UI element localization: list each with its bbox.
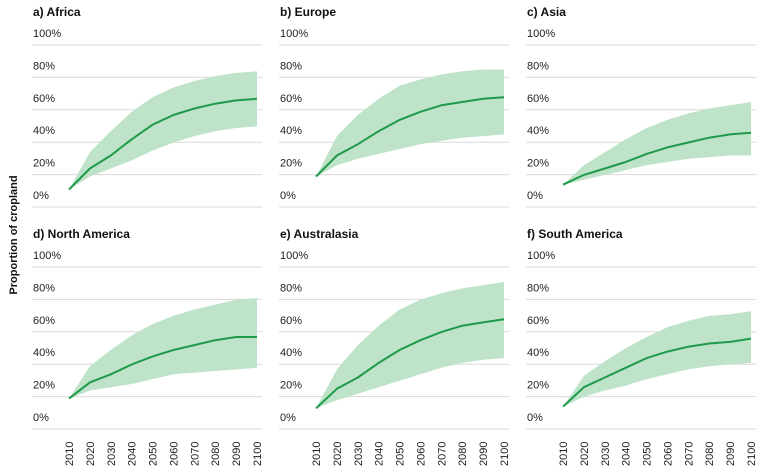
x-tick-label: 2070 bbox=[683, 442, 695, 466]
y-tick-label: 20% bbox=[33, 158, 55, 170]
panel-2: b) Europe 0% 20% 40% 60% 80% 100% bbox=[279, 5, 509, 208]
x-tick-label: 2030 bbox=[106, 442, 118, 466]
y-tick-label: 100% bbox=[527, 28, 555, 40]
panel-title: e) Australasia bbox=[280, 227, 359, 241]
y-tick-label: 20% bbox=[33, 380, 55, 392]
uncertainty-band bbox=[69, 71, 257, 190]
panel-3: c) Asia 0% 20% 40% 60% 80% 100% bbox=[526, 5, 756, 208]
x-tick-label: 2010 bbox=[64, 442, 76, 466]
y-tick-label: 0% bbox=[527, 190, 543, 202]
y-tick-label: 80% bbox=[33, 60, 55, 72]
x-tick-label: 2090 bbox=[231, 442, 243, 466]
x-tick-label: 2050 bbox=[148, 442, 160, 466]
x-tick-label: 2100 bbox=[252, 442, 264, 466]
y-tick-label: 60% bbox=[280, 315, 302, 327]
x-tick-label: 2090 bbox=[725, 442, 737, 466]
median-line bbox=[562, 131, 752, 186]
x-tick-label: 2070 bbox=[189, 442, 201, 466]
panel-5: e) Australasia 0% 20% 40% 60% 80% 100% 2010 2020… bbox=[279, 227, 511, 466]
y-axis-label: Proportion of cropland bbox=[8, 175, 20, 294]
x-tick-label: 2030 bbox=[600, 442, 612, 466]
y-tick-label: 20% bbox=[527, 380, 549, 392]
y-tick-label: 100% bbox=[280, 28, 308, 40]
y-tick-label: 80% bbox=[280, 282, 302, 294]
y-tick-label: 0% bbox=[33, 190, 49, 202]
x-tick-label: 2080 bbox=[210, 442, 222, 466]
y-tick-label: 100% bbox=[527, 250, 555, 262]
x-tick-label: 2020 bbox=[85, 442, 97, 466]
y-tick-label: 60% bbox=[33, 93, 55, 105]
y-tick-label: 20% bbox=[527, 158, 549, 170]
x-tick-label: 2080 bbox=[704, 442, 716, 466]
y-tick-label: 0% bbox=[280, 190, 296, 202]
x-tick-label: 2050 bbox=[642, 442, 654, 466]
y-tick-label: 60% bbox=[527, 315, 549, 327]
panel-title: b) Europe bbox=[280, 5, 336, 19]
panel-title: d) North America bbox=[33, 227, 130, 241]
uncertainty-band bbox=[563, 102, 751, 185]
y-tick-label: 0% bbox=[33, 412, 49, 424]
x-tick-label: 2020 bbox=[579, 442, 591, 466]
x-tick-label: 2040 bbox=[621, 442, 633, 466]
uncertainty-band bbox=[69, 298, 257, 399]
y-tick-label: 80% bbox=[527, 282, 549, 294]
y-tick-label: 60% bbox=[33, 315, 55, 327]
y-tick-label: 20% bbox=[280, 380, 302, 392]
y-tick-label: 40% bbox=[280, 347, 302, 359]
y-tick-label: 60% bbox=[280, 93, 302, 105]
y-tick-label: 100% bbox=[280, 250, 308, 262]
median-line bbox=[68, 97, 258, 191]
y-tick-label: 80% bbox=[527, 60, 549, 72]
x-tick-label: 2100 bbox=[499, 442, 511, 466]
x-tick-label: 2020 bbox=[332, 442, 344, 466]
x-tick-label: 2080 bbox=[457, 442, 469, 466]
x-tick-label: 2060 bbox=[168, 442, 180, 466]
uncertainty-band bbox=[563, 311, 751, 407]
y-tick-label: 0% bbox=[527, 412, 543, 424]
y-tick-label: 0% bbox=[280, 412, 296, 424]
y-tick-label: 40% bbox=[527, 347, 549, 359]
panel-4: d) North America 0% 20% 40% 60% 80% 100% 2010 20… bbox=[32, 227, 264, 466]
y-tick-label: 60% bbox=[527, 93, 549, 105]
x-tick-label: 2010 bbox=[311, 442, 323, 466]
x-tick-label: 2010 bbox=[558, 442, 570, 466]
x-tick-label: 2040 bbox=[374, 442, 386, 466]
y-tick-label: 40% bbox=[33, 125, 55, 137]
panel-title: c) Asia bbox=[527, 5, 566, 19]
y-tick-label: 100% bbox=[33, 250, 61, 262]
uncertainty-band bbox=[316, 69, 504, 177]
median-line bbox=[315, 96, 505, 178]
median-line bbox=[562, 337, 752, 408]
x-tick-label: 2050 bbox=[395, 442, 407, 466]
panel-title: a) Africa bbox=[33, 5, 81, 19]
y-tick-label: 100% bbox=[33, 28, 61, 40]
x-tick-label: 2040 bbox=[127, 442, 139, 466]
x-tick-label: 2030 bbox=[353, 442, 365, 466]
panel-1: a) Africa 0% 20% 40% 60% 80% 100% bbox=[32, 5, 262, 208]
y-tick-label: 40% bbox=[280, 125, 302, 137]
x-tick-label: 2090 bbox=[478, 442, 490, 466]
panel-title: f) South America bbox=[527, 227, 623, 241]
median-line bbox=[315, 318, 505, 410]
median-line bbox=[68, 336, 257, 400]
y-tick-label: 20% bbox=[280, 158, 302, 170]
panel-6: f) South America 0% 20% 40% 60% 80% 100% 2010 20… bbox=[526, 227, 758, 466]
x-tick-label: 2100 bbox=[746, 442, 758, 466]
y-tick-label: 80% bbox=[280, 60, 302, 72]
y-tick-label: 80% bbox=[33, 282, 55, 294]
x-tick-label: 2070 bbox=[436, 442, 448, 466]
x-tick-label: 2060 bbox=[415, 442, 427, 466]
y-tick-label: 40% bbox=[33, 347, 55, 359]
y-tick-label: 40% bbox=[527, 125, 549, 137]
x-tick-label: 2060 bbox=[662, 442, 674, 466]
